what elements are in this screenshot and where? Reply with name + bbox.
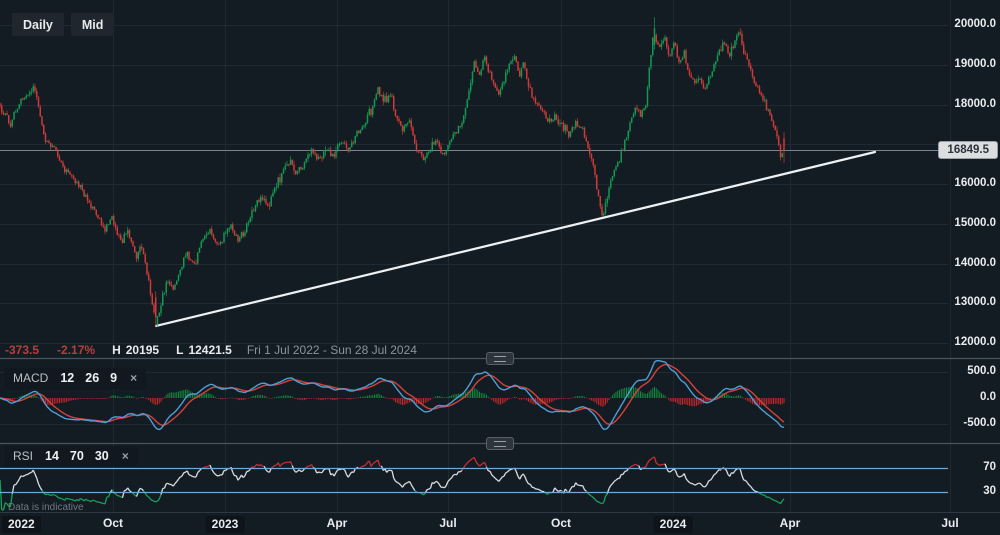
change-percent: -2.17%: [57, 343, 96, 357]
x-axis-month-label: Jul: [941, 516, 959, 530]
rsi-indicator-badge: RSI 14 70 30 ×: [4, 446, 138, 467]
data-indicative-note: Data is indicative: [8, 502, 84, 513]
x-axis-year-label: 2022: [2, 516, 41, 533]
rsi-param: 14: [45, 449, 59, 463]
macd-close-icon[interactable]: ×: [130, 371, 138, 385]
macd-param: 26: [85, 371, 100, 385]
rsi-tick-label: 70: [983, 461, 996, 473]
low-label: L: [176, 343, 184, 357]
price-tick-label: 18000.0: [954, 97, 996, 110]
rsi-param: 70: [69, 449, 84, 463]
high-label: H: [112, 343, 121, 357]
rsi-param: 30: [94, 449, 109, 463]
x-axis-month-label: Oct: [550, 516, 572, 530]
macd-param: 9: [110, 371, 118, 385]
price-type-mid-button[interactable]: Mid: [70, 13, 115, 36]
ohlc-status-bar: -373.5 -2.17% H 20195 L 12421.5 Fri 1 Ju…: [5, 343, 417, 357]
last-price-label: 16849.5: [938, 141, 998, 159]
grip-icon: [494, 355, 506, 362]
price-tick-label: 14000.0: [954, 256, 996, 269]
x-axis-month-label: Jul: [439, 516, 457, 530]
x-axis-year-label: 2024: [653, 516, 693, 533]
price-tick-label: 15000.0: [954, 216, 996, 229]
price-tick-label: 19000.0: [954, 57, 996, 70]
macd-tick-label: 0.0: [980, 391, 996, 403]
macd-indicator-badge: MACD 12 26 9 ×: [4, 368, 147, 389]
panel-resize-handle-rsi[interactable]: [486, 437, 514, 450]
x-axis-month-label: Apr: [326, 516, 348, 530]
macd-label: MACD: [13, 371, 49, 385]
price-tick-label: 12000.0: [954, 336, 996, 348]
chart-toolbar: Daily Mid: [12, 13, 115, 36]
macd-tick-label: 500.0: [967, 365, 996, 377]
panel-resize-handle-macd[interactable]: [486, 352, 514, 365]
rsi-tick-label: 30: [983, 485, 996, 497]
price-tick-label: 20000.0: [954, 18, 996, 30]
change-value: -373.5: [5, 343, 40, 357]
x-axis-month-label: Oct: [102, 516, 124, 530]
price-tick-label: 13000.0: [954, 296, 996, 309]
x-axis-month-label: Apr: [779, 516, 801, 530]
date-range-label: Fri 1 Jul 2022 - Sun 28 Jul 2024: [246, 343, 417, 357]
x-axis-year-label: 2023: [205, 516, 245, 533]
high-value: 20195: [125, 343, 160, 357]
timeframe-daily-button[interactable]: Daily: [12, 13, 64, 36]
macd-tick-label: -500.0: [963, 417, 996, 429]
grip-icon: [494, 440, 506, 447]
rsi-label: RSI: [13, 449, 34, 463]
rsi-close-icon[interactable]: ×: [121, 449, 129, 463]
macd-param: 12: [60, 371, 75, 385]
price-tick-label: 16000.0: [954, 177, 996, 189]
low-value: 12421.5: [188, 343, 232, 357]
